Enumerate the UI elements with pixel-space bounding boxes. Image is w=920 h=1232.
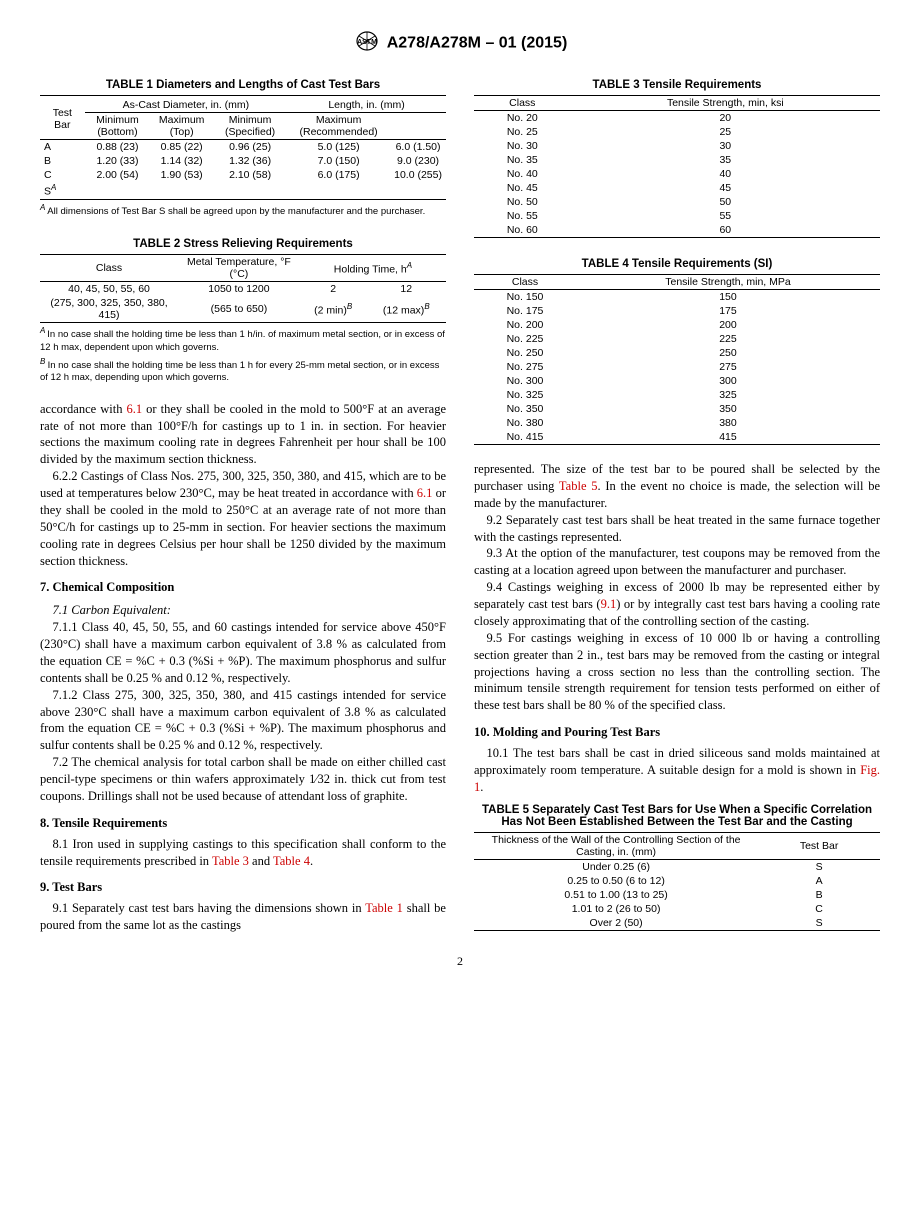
- table-row: No. 300300: [474, 374, 880, 388]
- table-row: No. 2525: [474, 125, 880, 139]
- table-row: 0.25 to 0.50 (6 to 12)A: [474, 874, 880, 888]
- table2-footnote-a: A In no case shall the holding time be l…: [40, 326, 446, 354]
- table-row: No. 325325: [474, 388, 880, 402]
- table-row: No. 3535: [474, 153, 880, 167]
- table2-title: TABLE 2 Stress Relieving Requirements: [40, 238, 446, 250]
- page-number: 2: [40, 954, 880, 969]
- table5-title: TABLE 5 Separately Cast Test Bars for Us…: [474, 804, 880, 828]
- table-row: No. 3030: [474, 139, 880, 153]
- h-temp: Metal Temperature, °F (°C): [178, 255, 300, 282]
- astm-logo: ASTM: [353, 30, 381, 57]
- table-row: 1.01 to 2 (26 to 50)C: [474, 902, 880, 916]
- table-row: No. 225225: [474, 332, 880, 346]
- section-7: 7. Chemical Composition: [40, 579, 446, 596]
- h-class: Class: [474, 275, 576, 290]
- section-10: 10. Molding and Pouring Test Bars: [474, 724, 880, 741]
- h-class: Class: [40, 255, 178, 282]
- link-9-1[interactable]: 9.1: [601, 597, 617, 611]
- body-left: accordance with 6.1 or they shall be coo…: [40, 401, 446, 934]
- table-row: No. 200200: [474, 318, 880, 332]
- table5: Thickness of the Wall of the Controlling…: [474, 832, 880, 931]
- h-min-bottom: Minimum (Bottom): [85, 113, 151, 140]
- link-table1[interactable]: Table 1: [365, 901, 403, 915]
- left-column: TABLE 1 Diameters and Lengths of Cast Te…: [40, 75, 446, 934]
- section-7-1: 7.1 Carbon Equivalent:: [40, 602, 446, 619]
- h-tensile: Tensile Strength, min, MPa: [576, 275, 880, 290]
- link-table5[interactable]: Table 5: [559, 479, 598, 493]
- table1-title: TABLE 1 Diameters and Lengths of Cast Te…: [40, 79, 446, 91]
- table-row: No. 250250: [474, 346, 880, 360]
- table-row: No. 415415: [474, 430, 880, 445]
- table4-title: TABLE 4 Tensile Requirements (SI): [474, 258, 880, 270]
- h-class: Class: [474, 96, 571, 111]
- h-length: Length, in. (mm): [287, 98, 446, 113]
- h-testbar: Test Bar: [40, 98, 85, 140]
- h-bar: Test Bar: [758, 833, 880, 860]
- h-ascast: As-Cast Diameter, in. (mm): [85, 98, 287, 113]
- h-tensile: Tensile Strength, min, ksi: [571, 96, 880, 111]
- table1-footnote: A All dimensions of Test Bar S shall be …: [40, 203, 446, 219]
- table-row: Over 2 (50)S: [474, 916, 880, 931]
- table4: ClassTensile Strength, min, MPa No. 1501…: [474, 274, 880, 445]
- table2: Class Metal Temperature, °F (°C) Holding…: [40, 254, 446, 323]
- link-6-1b[interactable]: 6.1: [417, 486, 433, 500]
- table-row: 40, 45, 50, 55, 601050 to 1200212: [40, 282, 446, 296]
- table-row: A0.88 (23)0.85 (22)0.96 (25)5.0 (125)6.0…: [40, 140, 446, 154]
- table3: ClassTensile Strength, min, ksi No. 2020…: [474, 95, 880, 238]
- table3-title: TABLE 3 Tensile Requirements: [474, 79, 880, 91]
- section-8: 8. Tensile Requirements: [40, 815, 446, 832]
- section-9: 9. Test Bars: [40, 879, 446, 896]
- link-table4[interactable]: Table 4: [273, 854, 310, 868]
- right-column: TABLE 3 Tensile Requirements ClassTensil…: [474, 75, 880, 934]
- table-row: No. 5050: [474, 195, 880, 209]
- table-row: No. 175175: [474, 304, 880, 318]
- table-row: SA: [40, 182, 446, 199]
- h-thick: Thickness of the Wall of the Controlling…: [474, 833, 758, 860]
- body-right: represented. The size of the test bar to…: [474, 461, 880, 796]
- h-hold: Holding Time, h: [334, 263, 407, 275]
- h-max-top: Maximum (Top): [150, 113, 213, 140]
- h-min-spec: Minimum (Specified): [213, 113, 287, 140]
- table-row: No. 5555: [474, 209, 880, 223]
- page-header: ASTM A278/A278M – 01 (2015): [40, 30, 880, 57]
- link-table3[interactable]: Table 3: [212, 854, 249, 868]
- svg-text:ASTM: ASTM: [357, 39, 377, 46]
- h-max-rec: Maximum (Recommended): [287, 113, 390, 140]
- table-row: No. 150150: [474, 290, 880, 304]
- table1-head: Test Bar As-Cast Diameter, in. (mm) Leng…: [40, 98, 446, 200]
- table2-footnote-b: B In no case shall the holding time be l…: [40, 357, 446, 385]
- table-row: No. 2020: [474, 111, 880, 125]
- table-row: No. 4545: [474, 181, 880, 195]
- table-row: 0.51 to 1.00 (13 to 25)B: [474, 888, 880, 902]
- table-row: Under 0.25 (6)S: [474, 860, 880, 874]
- table-row: No. 275275: [474, 360, 880, 374]
- table-row: C2.00 (54)1.90 (53)2.10 (58)6.0 (175)10.…: [40, 168, 446, 182]
- table-row: No. 4040: [474, 167, 880, 181]
- table-row: (275, 300, 325, 350, 380, 415)(565 to 65…: [40, 296, 446, 323]
- table-row: No. 350350: [474, 402, 880, 416]
- table-row: No. 6060: [474, 223, 880, 238]
- link-6-1[interactable]: 6.1: [127, 402, 143, 416]
- table-row: No. 380380: [474, 416, 880, 430]
- table-row: B1.20 (33)1.14 (32)1.32 (36)7.0 (150)9.0…: [40, 154, 446, 168]
- designation: A278/A278M – 01 (2015): [387, 35, 568, 52]
